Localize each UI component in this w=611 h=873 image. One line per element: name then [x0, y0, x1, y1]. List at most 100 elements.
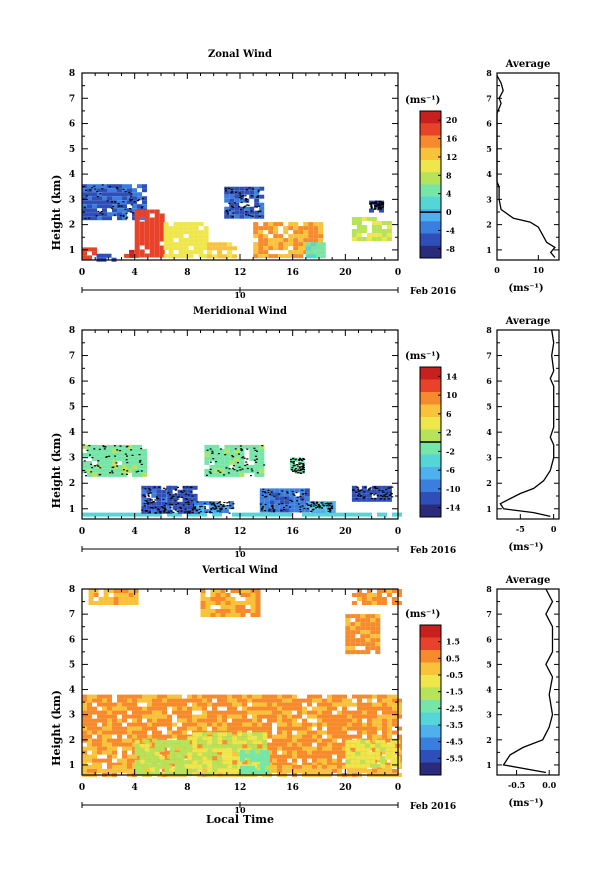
heatmap-cell — [290, 457, 295, 462]
heatmap-cell — [161, 489, 167, 494]
heatmap-cell — [342, 512, 347, 517]
contour-mark — [219, 508, 221, 510]
heatmap-cell — [320, 242, 326, 247]
heatmap-cell — [102, 192, 107, 197]
heatmap-cell — [277, 768, 282, 773]
heatmap-cell — [112, 768, 117, 773]
heatmap-cell — [112, 726, 117, 731]
heatmap-cell — [264, 504, 270, 509]
heatmap-cell — [365, 642, 371, 647]
heatmap-cell — [208, 505, 214, 510]
contour-mark — [382, 203, 384, 205]
heatmap-cell — [154, 743, 160, 748]
heatmap-cell — [312, 730, 317, 735]
heatmap-cell — [198, 234, 204, 239]
contour-mark — [310, 506, 313, 508]
heatmap-cell — [127, 452, 132, 457]
heatmap-cell — [371, 217, 377, 221]
heatmap-cell — [122, 208, 127, 213]
heatmap-cell — [92, 192, 97, 197]
heatmap-cell — [244, 186, 250, 191]
heatmap-cell — [262, 714, 267, 719]
heatmap-cell — [313, 222, 319, 227]
contour-mark — [390, 492, 393, 494]
contour-mark — [158, 486, 161, 488]
heatmap-cell — [367, 706, 372, 711]
heatmap-cell — [355, 622, 361, 627]
contour-mark — [283, 509, 286, 511]
heatmap-cell — [113, 593, 119, 597]
heatmap-cell — [217, 750, 222, 755]
heatmap-cell — [265, 761, 270, 766]
heatmap-cell — [167, 718, 172, 723]
heatmap-cell — [247, 698, 252, 703]
heatmap-cell — [212, 512, 217, 517]
contour-mark — [177, 498, 180, 500]
heatmap-cell — [288, 250, 294, 255]
heatmap-cell — [351, 485, 357, 490]
heatmap-cell — [149, 751, 155, 756]
contour-mark — [299, 458, 302, 460]
heatmap-cell — [318, 230, 324, 235]
heatmap-cell — [97, 698, 102, 703]
heatmap-cell — [112, 452, 117, 457]
heatmap-cell — [312, 738, 317, 743]
heatmap-cell — [112, 738, 117, 743]
heatmap-cell — [222, 756, 228, 761]
heatmap-cell — [258, 250, 264, 255]
heatmap-cell — [97, 726, 102, 731]
heatmap-cell — [308, 230, 314, 235]
contour-mark — [296, 464, 299, 466]
heatmap-cell — [102, 200, 107, 205]
contour-mark — [220, 509, 223, 511]
heatmap-cell — [207, 250, 213, 255]
heatmap-cell — [386, 233, 392, 237]
heatmap-cell — [337, 762, 342, 767]
heatmap-cell — [381, 497, 387, 502]
heatmap-cell — [327, 750, 332, 755]
heatmap-cell — [327, 730, 332, 735]
heatmap-cell — [342, 762, 347, 767]
heatmap-cell — [132, 216, 137, 221]
heatmap-cell — [209, 468, 215, 473]
heatmap-cell — [128, 593, 134, 597]
heatmap-cell — [260, 761, 265, 766]
heatmap-cell — [162, 722, 167, 727]
heatmap-cell — [267, 706, 272, 711]
contour-mark — [375, 202, 378, 205]
contour-mark — [182, 504, 185, 506]
heatmap-cell — [382, 734, 387, 739]
contour-mark — [298, 467, 301, 469]
contour-mark — [381, 490, 384, 492]
heatmap-cell — [184, 751, 190, 756]
colorbar-tick-label: -8 — [446, 244, 455, 254]
contour-mark — [250, 210, 253, 212]
heatmap-cell — [122, 472, 127, 477]
heatmap-cell — [82, 746, 87, 751]
colorbar-band — [420, 184, 441, 198]
contour-mark — [84, 218, 87, 220]
heatmap-cell — [247, 694, 252, 699]
contour-mark — [374, 488, 377, 490]
heatmap-cell — [237, 714, 242, 719]
heatmap-cell — [382, 718, 387, 723]
heatmap-cell — [239, 456, 245, 461]
heatmap-cell — [347, 710, 352, 715]
profile-y-tick-label: 5 — [486, 659, 492, 669]
heatmap-cell — [259, 194, 265, 199]
heatmap-cell — [367, 714, 372, 719]
contour-mark — [114, 455, 117, 457]
contour-mark — [188, 512, 191, 514]
heatmap-cell — [149, 755, 155, 760]
contour-mark — [122, 201, 125, 203]
heatmap-cell — [167, 509, 173, 514]
contour-mark — [94, 188, 97, 190]
heatmap-cell — [154, 249, 160, 254]
heatmap-cell — [254, 190, 260, 195]
contour-mark — [298, 462, 301, 464]
heatmap-cell — [267, 746, 272, 751]
heatmap-cell — [197, 512, 202, 517]
heatmap-cell — [222, 254, 228, 259]
heatmap-cell — [294, 500, 300, 505]
profile-y-tick-label: 1 — [486, 504, 492, 514]
